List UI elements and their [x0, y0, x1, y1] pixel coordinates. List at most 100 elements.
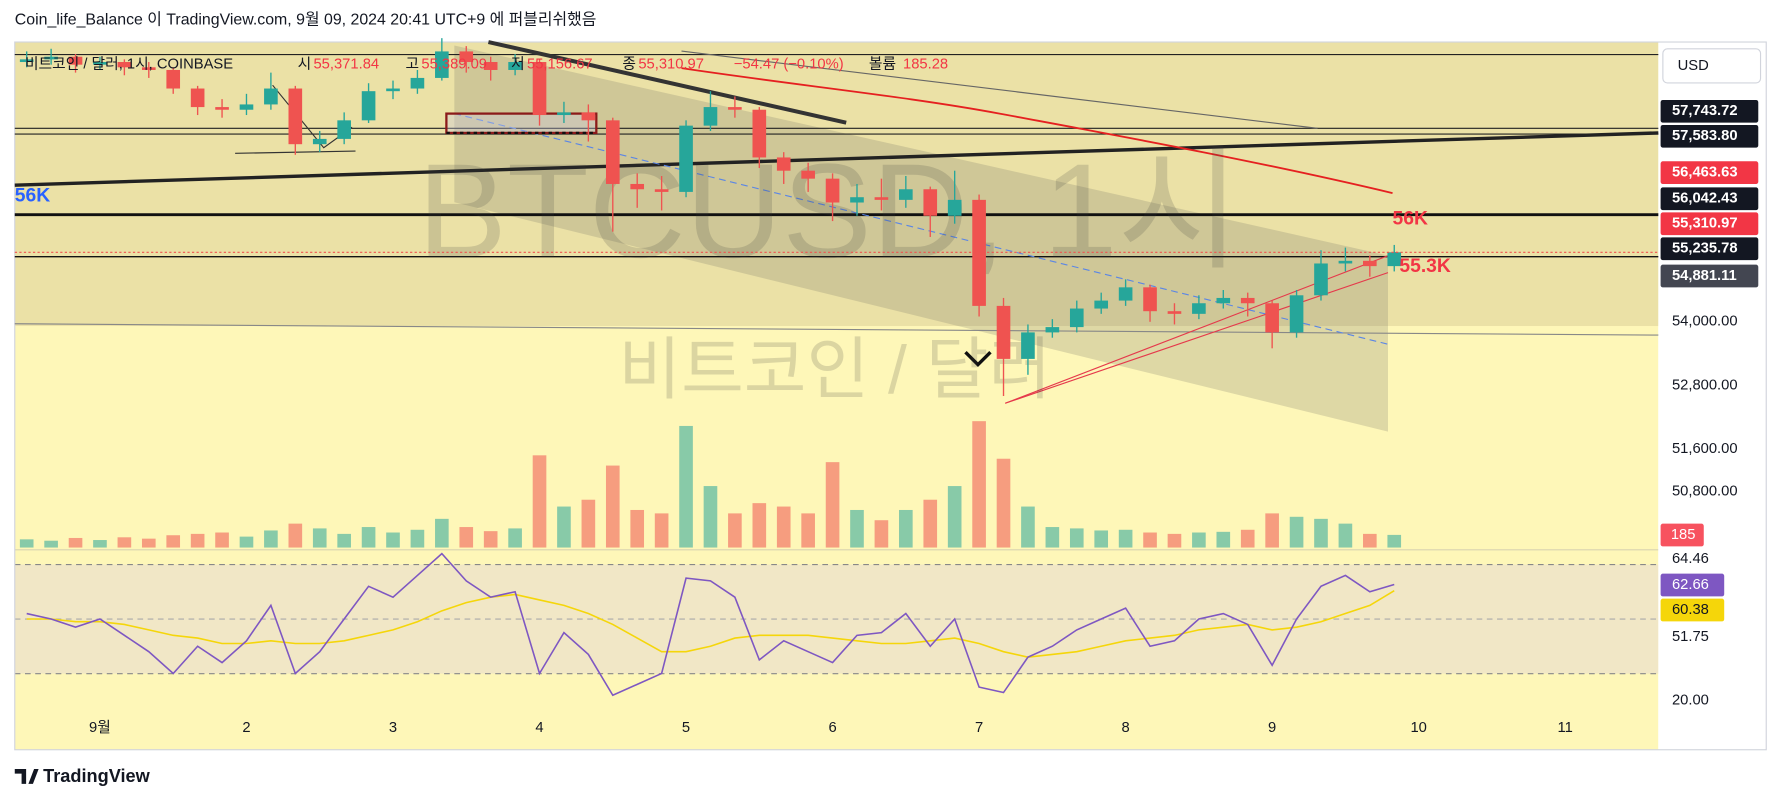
candle-body [1069, 308, 1084, 328]
currency[interactable]: USD [1678, 58, 1709, 74]
volume-bar [288, 523, 303, 548]
volume-bar [410, 529, 425, 548]
candle-body [459, 51, 474, 63]
trend-line [681, 50, 1318, 129]
candle-body [1314, 263, 1328, 296]
moving-average [681, 67, 1393, 195]
x-tick-label: 4 [535, 720, 543, 736]
candle-body [1338, 260, 1353, 264]
volume-bar [44, 540, 58, 548]
price-tag [1660, 237, 1759, 261]
volume-bar [728, 513, 742, 548]
candle-body [679, 125, 693, 192]
candle-body [337, 120, 351, 139]
volume-bar [264, 530, 278, 548]
volume-bar [1338, 523, 1353, 548]
rsi-tag [1660, 547, 1725, 571]
x-tick-label: 9월 [89, 719, 111, 736]
rsi-tag-label: 60.38 [1672, 602, 1709, 618]
y-tick-label: 54,000.00 [1672, 314, 1738, 330]
volume-bar [947, 486, 962, 548]
candle-body [1289, 295, 1304, 333]
volume-bar [117, 537, 132, 548]
candle-body [996, 305, 1011, 359]
candle-body [776, 157, 791, 171]
wedge-line [1005, 251, 1398, 404]
watermark-symbol: BTCUSD, 1시 [418, 137, 1241, 286]
candle-body [1216, 297, 1231, 304]
volume-bar [581, 499, 596, 548]
candle-body [215, 107, 229, 110]
volume-bar [1021, 506, 1035, 548]
price-tag-label: 55,235.78 [1672, 241, 1738, 257]
volume-bar [337, 533, 351, 548]
x-tick-label: 3 [389, 720, 397, 736]
volume-bar [1216, 531, 1231, 548]
volume-bar [1363, 533, 1377, 548]
candle-body [1118, 287, 1133, 301]
volume-bar [630, 509, 645, 548]
legend-symbol: 비트코인 / 달러, 1시, COINBASE [25, 56, 233, 73]
x-tick-label: 2 [242, 720, 250, 736]
check-mark [964, 350, 992, 368]
x-tick-label: 9 [1268, 720, 1276, 736]
volume-bar [239, 536, 254, 548]
candle-body [1240, 297, 1255, 304]
volume-bar [1265, 513, 1279, 548]
logo [14, 769, 39, 784]
x-tick-label: 5 [682, 720, 690, 736]
volume-bar [703, 486, 718, 548]
volume-bar [312, 528, 327, 548]
rsi-tag-label: 64.46 [1672, 551, 1709, 567]
price-tag [1660, 161, 1759, 185]
candle-body [703, 107, 718, 126]
legend-volume-label: 볼륨 [869, 56, 896, 73]
candle-body [850, 197, 864, 203]
volume-bar [923, 499, 938, 548]
y-tick-label: 50,800.00 [1672, 483, 1738, 499]
candle-body [166, 69, 181, 89]
marks: 50,800.00 51,600.00 52,800.00 54,000.00 20.0… [15, 38, 1759, 736]
candle-body [1265, 303, 1279, 333]
legend-label: 저 [511, 56, 525, 73]
volume-bar [972, 421, 986, 548]
candle-body [654, 189, 669, 192]
legend-value: 55,156.67 [527, 57, 593, 73]
rsi-tag [1660, 598, 1725, 622]
rsi-tag [1660, 573, 1725, 597]
candle-body [557, 112, 571, 116]
price-tag [1660, 187, 1759, 211]
volume-bar [1387, 534, 1402, 548]
chart-frame [14, 41, 1767, 751]
legend-label: 종 [622, 57, 636, 73]
candle-body [581, 112, 596, 121]
volume-bar [996, 458, 1011, 548]
volume-bar [1118, 529, 1133, 548]
volume-bar [1045, 527, 1060, 548]
candle-body [483, 62, 498, 70]
annotation: 55.3K [1399, 256, 1451, 277]
rsi-tag [1660, 625, 1725, 649]
volume-bar [605, 465, 620, 548]
candle-body [508, 62, 522, 70]
rsi-tag-label: 62.66 [1672, 577, 1709, 593]
candle-body [1094, 300, 1109, 309]
y-tick-label: 51,600.00 [1672, 441, 1738, 457]
annotation: 56K [1393, 208, 1428, 229]
volume-bar [899, 509, 913, 548]
candle-body [190, 88, 205, 108]
volume-bar [1289, 516, 1304, 548]
x-tick-label: 8 [1122, 720, 1130, 736]
candle-body [410, 77, 425, 89]
volume-bar [776, 506, 791, 548]
price-tag [1660, 124, 1759, 148]
rsi-tick-label: 20.00 [1672, 693, 1709, 709]
volume-tag [1660, 523, 1704, 547]
currency-button[interactable] [1662, 48, 1762, 84]
candle-body [264, 88, 278, 105]
volume-bar [1167, 533, 1182, 548]
candle-body [947, 199, 962, 216]
candle-body [93, 62, 107, 65]
